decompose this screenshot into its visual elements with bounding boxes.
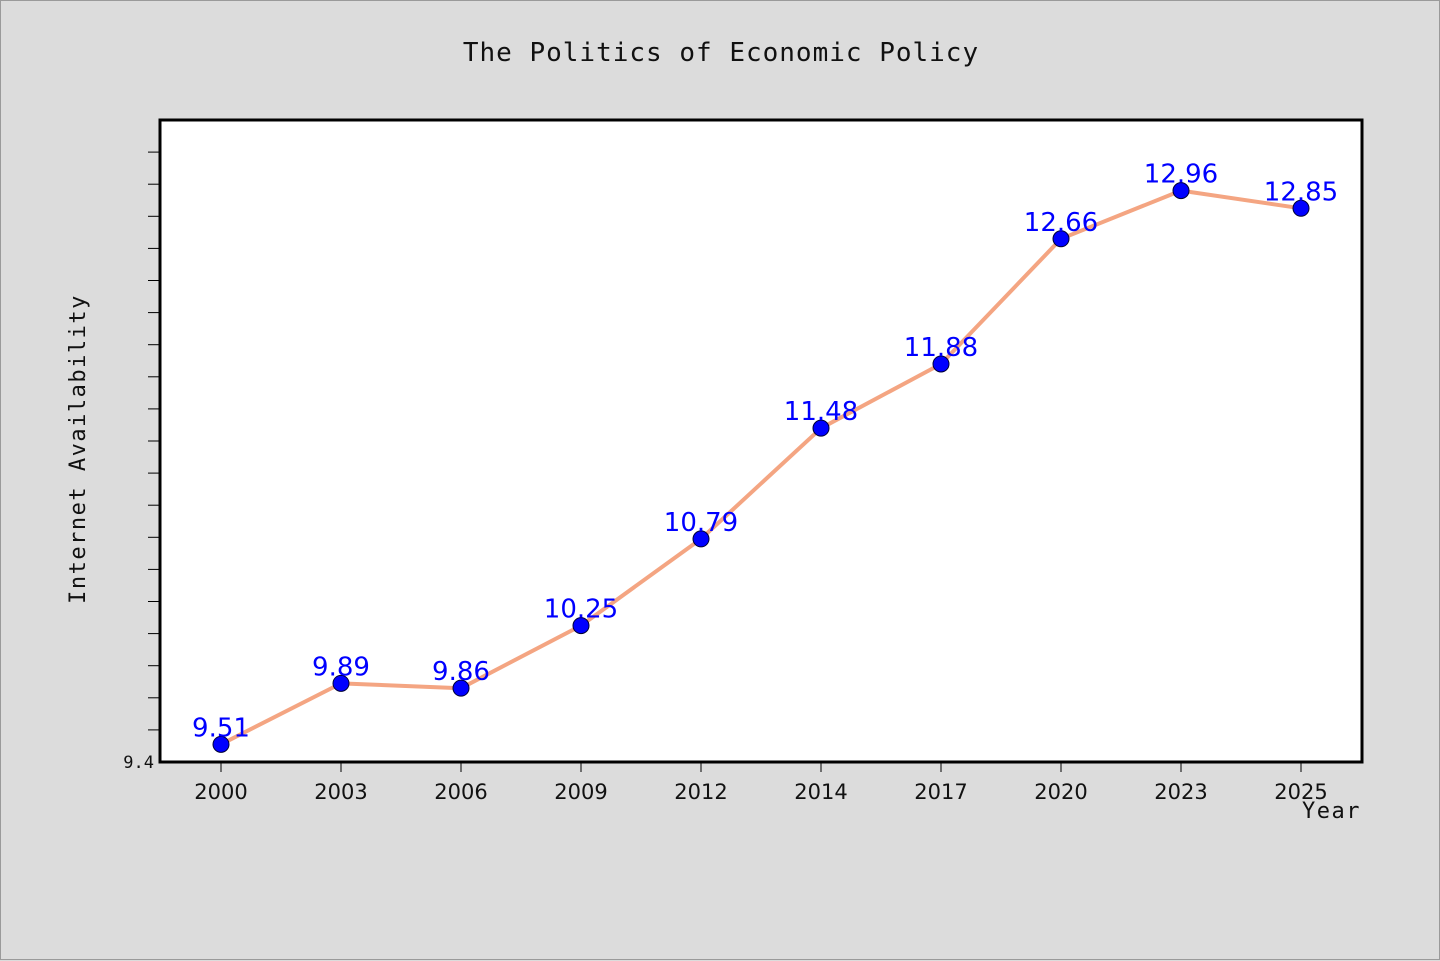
x-tick-label: 2009	[554, 780, 607, 804]
data-label: 12.85	[1264, 177, 1338, 207]
x-tick-label: 2000	[194, 780, 247, 804]
y-axis-label: Internet Availability	[66, 294, 91, 604]
data-point	[212, 735, 230, 753]
data-label: 10.79	[664, 508, 738, 538]
data-label: 9.51	[192, 713, 250, 743]
x-axis-tick-labels: 2000 2003 2006 2009 2012 2014 2017 2020 2023 2025	[194, 780, 1327, 804]
y-axis-ticks	[148, 151, 160, 731]
x-tick-label: 2012	[674, 780, 727, 804]
data-point	[1292, 199, 1310, 217]
data-point	[452, 679, 470, 697]
data-labels: 9.51 9.89 9.86 10.25 10.79 11.48 11.88 12.66 12.…	[192, 160, 1338, 744]
chart-title: The Politics of Economic Policy	[463, 38, 979, 68]
data-point	[692, 530, 710, 548]
data-point	[812, 419, 830, 437]
data-label: 9.86	[432, 657, 490, 687]
data-point	[1052, 230, 1070, 248]
x-tick-label: 2017	[914, 780, 967, 804]
x-tick-label: 2020	[1034, 780, 1087, 804]
data-point	[572, 617, 590, 635]
x-tick-label: 2023	[1154, 780, 1207, 804]
data-point	[332, 674, 350, 692]
x-axis-ticks	[220, 762, 1302, 772]
data-label: 12.96	[1144, 160, 1218, 190]
data-label: 11.48	[784, 397, 858, 427]
data-label: 10.25	[544, 595, 618, 625]
data-label: 9.89	[312, 652, 370, 682]
x-tick-label: 2006	[434, 780, 487, 804]
data-markers	[212, 182, 1310, 753]
data-point	[932, 355, 950, 373]
series-line	[219, 188, 1303, 747]
data-point	[1172, 182, 1190, 200]
data-label: 12.66	[1024, 208, 1098, 238]
x-axis-label: Year	[1302, 799, 1361, 824]
x-tick-label: 2003	[314, 780, 367, 804]
y-axis-min-label: 9.4	[123, 753, 154, 773]
x-tick-label: 2025	[1274, 780, 1327, 804]
x-tick-label: 2014	[794, 780, 847, 804]
plot-area	[158, 118, 1364, 764]
data-label: 11.88	[904, 333, 978, 363]
